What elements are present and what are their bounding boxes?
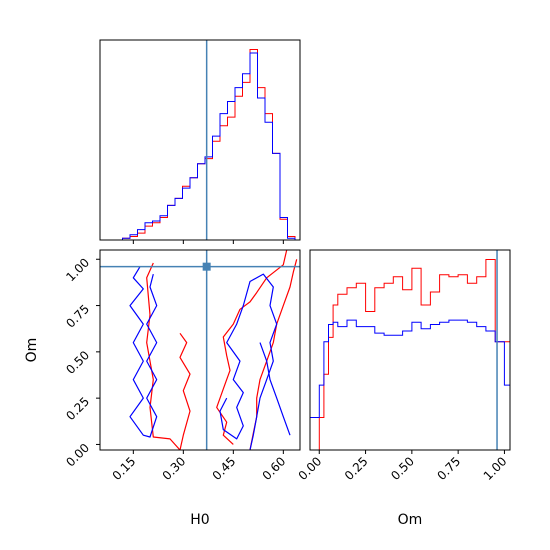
h0-hist-series-0 — [100, 49, 296, 241]
om-hist-tick-label-2: 0.50 — [388, 454, 417, 483]
om-tick-label-4: 1.00 — [63, 255, 92, 284]
h0-axis-label: H0 — [190, 512, 209, 528]
contour-line-0-0 — [179, 332, 191, 450]
om-hist-tick-label-1: 0.25 — [342, 454, 371, 483]
contour-truth-marker — [202, 262, 211, 271]
contour-line-1-0 — [129, 266, 158, 438]
h0-hist-frame — [99, 39, 301, 241]
om-hist-frame — [309, 249, 511, 451]
contour-frame — [99, 249, 301, 451]
h0-tick-label-2: 0.45 — [210, 454, 239, 483]
om-tick-label-3: 0.75 — [63, 302, 92, 331]
h0-tick-label-3: 0.60 — [260, 454, 289, 483]
contour-plot-area — [100, 250, 300, 450]
contour-line-1-2 — [259, 342, 291, 436]
om-axis-label: Om — [24, 338, 40, 363]
h0-hist-series-1 — [100, 52, 296, 241]
om-hist-axis-label: Om — [398, 512, 423, 528]
om-tick-label-1: 0.25 — [63, 394, 92, 423]
om-hist-series-0 — [310, 259, 511, 451]
h0-tick-label-0: 0.15 — [110, 454, 139, 483]
om-hist-tick-label-4: 1.00 — [481, 454, 510, 483]
contour-line-0-2 — [216, 250, 288, 445]
om-hist-series-1 — [309, 319, 511, 450]
contour-line-0-1 — [146, 262, 181, 450]
om-hist-tick-label-3: 0.75 — [434, 454, 463, 483]
om-tick-label-2: 0.50 — [63, 348, 92, 377]
contour-line-1-1 — [219, 273, 278, 450]
om-tick-label-0: 0.00 — [63, 441, 92, 470]
om-hist-tick-label-0: 0.00 — [296, 454, 325, 483]
h0-tick-label-1: 0.30 — [160, 454, 189, 483]
